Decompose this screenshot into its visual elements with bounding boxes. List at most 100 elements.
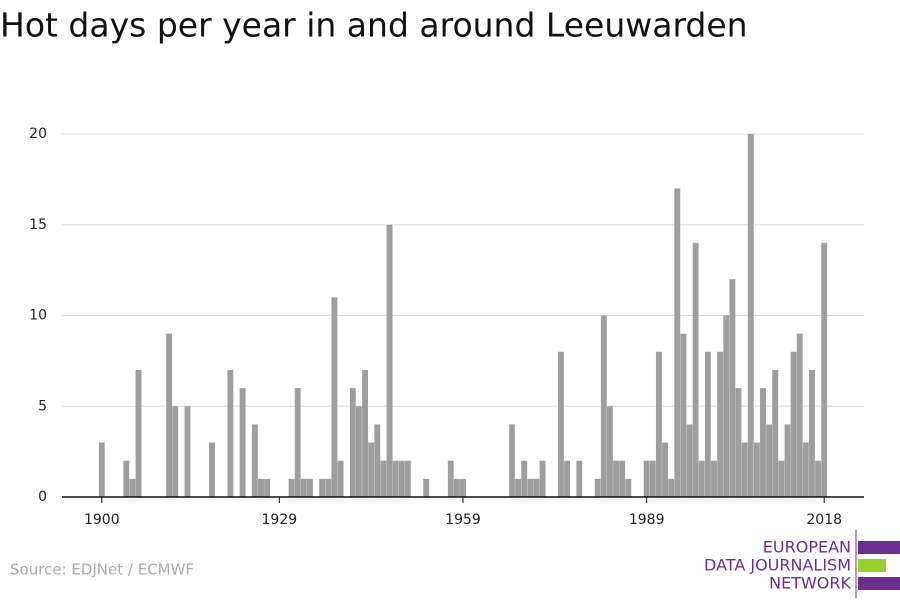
bar bbox=[809, 369, 815, 497]
logo-bar bbox=[858, 559, 886, 572]
bar bbox=[606, 406, 613, 497]
logo-bar bbox=[858, 541, 900, 554]
bar bbox=[307, 478, 313, 497]
bar bbox=[772, 369, 779, 497]
logo-bar bbox=[858, 577, 900, 590]
bar bbox=[258, 478, 264, 497]
bar bbox=[576, 460, 583, 497]
bar bbox=[655, 351, 662, 497]
bar bbox=[300, 478, 307, 497]
bar bbox=[766, 424, 773, 497]
bar bbox=[717, 351, 724, 497]
bar bbox=[790, 351, 797, 497]
bar bbox=[600, 315, 607, 497]
x-tick-label: 1929 bbox=[262, 512, 298, 528]
bar bbox=[558, 351, 564, 497]
bar bbox=[649, 460, 656, 497]
bar bbox=[509, 424, 515, 497]
bar bbox=[747, 134, 754, 497]
logo-text: EUROPEAN bbox=[763, 538, 851, 557]
bar bbox=[404, 460, 411, 497]
bar bbox=[802, 442, 809, 497]
y-tick-label: 10 bbox=[29, 308, 47, 324]
bar bbox=[723, 315, 730, 497]
bar bbox=[123, 460, 130, 497]
bar bbox=[319, 478, 326, 497]
bar bbox=[98, 442, 105, 497]
x-tick-label: 1900 bbox=[84, 512, 120, 528]
bar bbox=[784, 424, 791, 497]
bar bbox=[613, 460, 619, 497]
bar bbox=[735, 388, 742, 497]
bar bbox=[686, 424, 693, 497]
bar bbox=[698, 460, 705, 497]
x-tick-label: 1959 bbox=[445, 512, 481, 528]
bar bbox=[453, 478, 460, 497]
bar bbox=[166, 333, 173, 497]
bar bbox=[704, 351, 711, 497]
y-tick-label: 20 bbox=[29, 126, 47, 142]
bar bbox=[815, 460, 822, 497]
bar bbox=[711, 460, 717, 497]
bar bbox=[564, 460, 571, 497]
y-tick-label: 0 bbox=[38, 489, 47, 505]
bar bbox=[515, 478, 522, 497]
bar bbox=[325, 478, 332, 497]
bar bbox=[460, 478, 466, 497]
bar bbox=[392, 460, 399, 497]
bar bbox=[368, 442, 375, 497]
bar bbox=[527, 478, 534, 497]
bar bbox=[741, 442, 748, 497]
bar bbox=[643, 460, 650, 497]
x-tick-label: 1989 bbox=[629, 512, 665, 528]
logo-text: NETWORK bbox=[769, 574, 851, 593]
bar bbox=[753, 442, 760, 497]
bar bbox=[172, 406, 179, 497]
bar bbox=[594, 478, 601, 497]
bar bbox=[380, 460, 387, 497]
bar bbox=[668, 478, 675, 497]
bar bbox=[398, 460, 405, 497]
bar bbox=[386, 224, 393, 497]
bar bbox=[362, 369, 368, 497]
bar bbox=[662, 442, 668, 497]
bar bbox=[447, 460, 454, 497]
bar bbox=[423, 478, 430, 497]
y-tick-label: 5 bbox=[38, 398, 47, 414]
bar bbox=[796, 333, 803, 497]
bar bbox=[239, 388, 246, 497]
bar bbox=[625, 478, 632, 497]
bar bbox=[539, 460, 546, 497]
bar bbox=[355, 406, 362, 497]
bar bbox=[760, 388, 766, 497]
bar bbox=[294, 388, 301, 497]
bar bbox=[680, 333, 687, 497]
bar bbox=[135, 369, 142, 497]
chart-title: Hot days per year in and around Leeuward… bbox=[0, 6, 748, 45]
bar bbox=[674, 188, 681, 497]
bar bbox=[619, 460, 626, 497]
y-tick-label: 15 bbox=[29, 217, 47, 233]
x-tick-label: 2018 bbox=[806, 512, 842, 528]
bar bbox=[349, 388, 356, 497]
bar bbox=[692, 242, 699, 497]
bar bbox=[521, 460, 528, 497]
bar bbox=[778, 460, 785, 497]
bar bbox=[209, 442, 215, 497]
bar bbox=[251, 424, 258, 497]
bar bbox=[533, 478, 540, 497]
bar bbox=[288, 478, 295, 497]
bar bbox=[337, 460, 344, 497]
bar bbox=[184, 406, 191, 497]
bar bbox=[264, 478, 271, 497]
bar bbox=[821, 242, 828, 497]
source: Source: EDJNet / ECMWF bbox=[10, 561, 194, 579]
bar bbox=[729, 279, 736, 497]
bar bbox=[331, 297, 338, 497]
bar bbox=[227, 369, 234, 497]
logo-text: DATA JOURNALISM bbox=[704, 556, 851, 575]
bar bbox=[129, 478, 136, 497]
bar bbox=[374, 424, 381, 497]
